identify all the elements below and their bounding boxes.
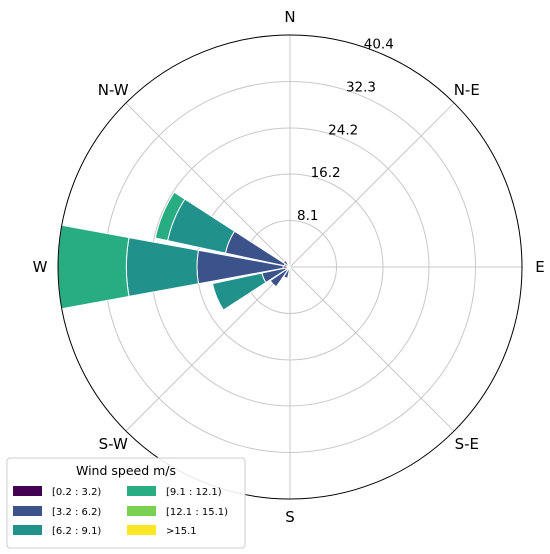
sector-bar-292.5-bin-3	[154, 191, 186, 242]
ring-labels: 8.1 16.2 24.2 32.3 40.4	[297, 37, 394, 224]
sector-bar-270-bin-2	[125, 237, 200, 297]
ring-label-1: 16.2	[311, 165, 341, 181]
ring-label-3: 32.3	[346, 80, 376, 96]
sector-bar-270-bin-3	[57, 224, 130, 310]
direction-label-se: S-E	[455, 435, 479, 453]
direction-label-s: S	[285, 508, 295, 526]
legend-label-4: [12.1 : 15.1)	[166, 507, 228, 518]
grid-spoke-ne	[289, 102, 455, 268]
sector-bar-157.5-bin-0	[289, 266, 292, 270]
legend-label-0: [0.2 : 3.2)	[52, 487, 101, 498]
legend-label-5: >15.1	[166, 526, 197, 537]
ring-label-2: 24.2	[328, 123, 358, 139]
direction-label-ne: N-E	[454, 81, 480, 99]
legend-box	[6, 457, 246, 549]
legend-title: Wind speed m/s	[76, 463, 176, 478]
direction-label-n: N	[284, 8, 295, 26]
grid-spoke-se	[289, 266, 455, 432]
legend-swatch-5	[127, 525, 156, 535]
direction-labels: N N-E E S-E S S-W W N-W	[33, 8, 545, 526]
sector-bar-315-bin-1	[282, 259, 290, 267]
legend-swatch-0	[13, 486, 42, 496]
direction-label-e: E	[535, 258, 544, 276]
sector-bar-202.5-bin-1	[283, 268, 290, 279]
legend-swatch-3	[127, 486, 156, 496]
sector-bar-225-bin-1	[269, 268, 289, 288]
legend-swatch-2	[13, 525, 42, 535]
legend-label-3: [9.1 : 12.1)	[166, 487, 222, 498]
ring-label-0: 8.1	[297, 208, 318, 224]
sector-bar-247.5-bin-2	[211, 272, 267, 311]
legend: Wind speed m/s [0.2 : 3.2) [3.2 : 6.2) […	[6, 457, 246, 549]
ring-label-4: 40.4	[364, 37, 394, 53]
legend-label-2: [6.2 : 9.1)	[52, 526, 101, 537]
legend-label-1: [3.2 : 6.2)	[52, 507, 101, 518]
legend-swatch-1	[13, 506, 42, 516]
grid-spoke-sw	[125, 266, 291, 432]
outer-boundary-circle	[57, 34, 523, 500]
legend-swatch-4	[127, 506, 156, 516]
direction-label-sw: S-W	[99, 435, 128, 453]
wind-sectors	[57, 191, 292, 311]
direction-label-nw: N-W	[98, 81, 129, 99]
direction-label-w: W	[33, 258, 48, 276]
grid-spoke-nw	[125, 102, 291, 268]
